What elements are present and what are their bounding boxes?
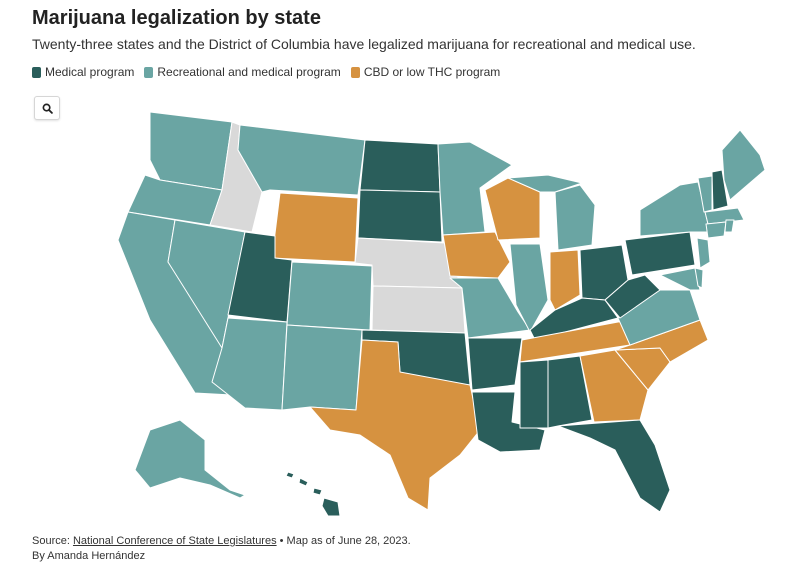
legend-item-recreational: Recreational and medical program	[144, 65, 341, 79]
state-north-dakota[interactable]	[359, 139, 441, 193]
state-kansas[interactable]	[371, 285, 466, 334]
legend-item-cbd: CBD or low THC program	[350, 65, 501, 79]
state-louisiana[interactable]	[471, 391, 546, 453]
state-new-jersey[interactable]	[696, 237, 711, 269]
state-west-virginia[interactable]	[604, 274, 661, 319]
state-vermont[interactable]	[697, 175, 713, 213]
state-pennsylvania[interactable]	[624, 231, 696, 276]
legend-item-medical: Medical program	[32, 65, 134, 79]
legend-swatch-medical	[32, 66, 41, 78]
state-florida[interactable]	[557, 419, 671, 513]
legend-swatch-cbd	[350, 66, 360, 78]
state-south-dakota[interactable]	[357, 189, 443, 243]
chart-title: Marijuana legalization by state	[32, 7, 321, 29]
legend: Medical program Recreational and medical…	[32, 65, 503, 79]
state-iowa[interactable]	[442, 231, 511, 279]
state-hawaii[interactable]	[285, 471, 341, 517]
source-link[interactable]: National Conference of State Legislature…	[72, 535, 277, 547]
search-button[interactable]	[34, 96, 60, 120]
state-new-hampshire[interactable]	[711, 169, 729, 211]
state-michigan-up[interactable]	[507, 174, 583, 193]
search-icon	[42, 103, 53, 114]
state-mississippi[interactable]	[519, 359, 549, 429]
state-indiana[interactable]	[549, 249, 581, 311]
state-maryland[interactable]	[659, 267, 701, 291]
state-texas[interactable]	[309, 339, 481, 511]
state-minnesota[interactable]	[437, 141, 513, 236]
state-wisconsin[interactable]	[484, 177, 541, 241]
state-illinois[interactable]	[509, 243, 549, 333]
state-alaska[interactable]	[134, 419, 246, 499]
legend-label-medical: Medical program	[45, 65, 135, 79]
state-washington[interactable]	[149, 111, 233, 191]
state-arkansas[interactable]	[467, 337, 523, 391]
state-utah[interactable]	[227, 231, 293, 323]
legend-swatch-recreational	[144, 66, 154, 78]
state-new-york[interactable]	[639, 181, 711, 237]
state-michigan[interactable]	[554, 184, 596, 251]
state-new-mexico[interactable]	[281, 324, 363, 411]
state-connecticut[interactable]	[705, 221, 727, 239]
chart-subtitle: Twenty-three states and the District of …	[32, 36, 696, 52]
legend-label-recreational: Recreational and medical program	[157, 65, 341, 79]
state-wyoming[interactable]	[271, 192, 359, 263]
byline: By Amanda Hernández	[32, 550, 146, 562]
state-alabama[interactable]	[547, 355, 593, 429]
state-delaware[interactable]	[694, 267, 704, 289]
state-georgia[interactable]	[579, 349, 649, 423]
source-line: Source: National Conference of State Leg…	[32, 535, 411, 547]
state-rhode-island[interactable]	[724, 219, 735, 233]
legend-label-cbd: CBD or low THC program	[363, 65, 501, 79]
source-prefix: Source:	[32, 535, 73, 547]
source-suffix: • Map as of June 28, 2023.	[276, 535, 411, 547]
state-colorado[interactable]	[286, 261, 373, 331]
state-maine[interactable]	[721, 129, 766, 201]
